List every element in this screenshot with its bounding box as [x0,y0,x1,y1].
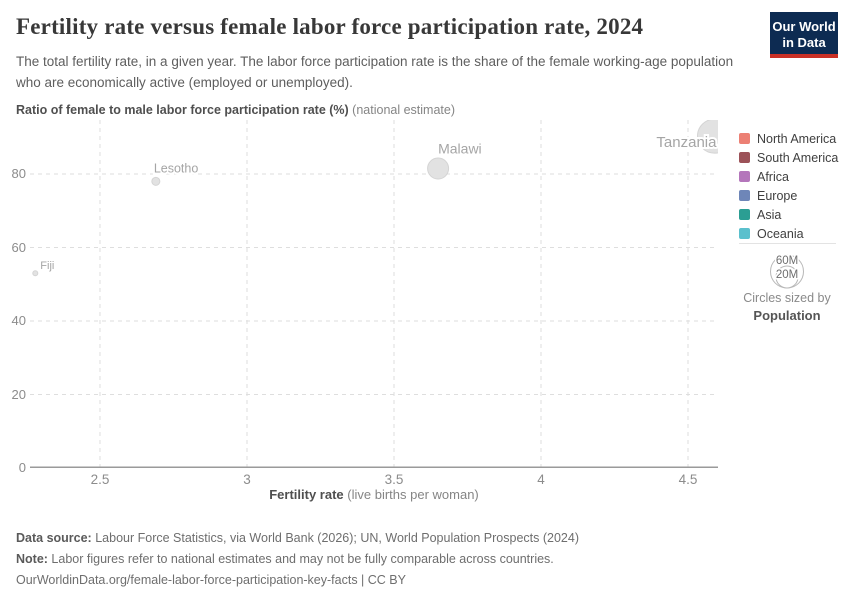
legend-swatch [739,190,750,201]
legend-label: Asia [757,207,782,222]
footer-note: Note: Labor figures refer to national es… [16,549,836,570]
x-tick-label: 4 [537,472,545,487]
footer-link: OurWorldinData.org/female-labor-force-pa… [16,573,406,587]
legend-item-south-america[interactable]: South America [739,148,839,167]
legend-label: North America [757,131,837,146]
size-legend-inner-circle [775,265,799,289]
logo-line1: Our World [772,19,836,34]
x-tick-label: 3.5 [384,472,404,487]
footer-data-source-label: Data source: [16,531,92,545]
owid-logo: Our World in Data [770,12,838,58]
y-axis-title: Ratio of female to male labor force part… [16,103,455,117]
legend-item-europe[interactable]: Europe [739,186,839,205]
continent-legend: North America South America Africa Europe As… [739,129,839,243]
legend-label: South America [757,150,839,165]
legend-item-asia[interactable]: Asia [739,205,839,224]
data-point-fiji[interactable] [32,270,39,277]
legend-label: Europe [757,188,798,203]
y-tick-label: 80 [11,166,26,182]
legend-swatch [739,133,750,144]
size-legend-caption-bold: Population [753,308,821,324]
footer-data-source-text: Labour Force Statistics, via World Bank … [91,531,579,545]
legend-swatch [739,228,750,239]
y-tick-label: 0 [18,460,26,475]
legend-divider [739,243,836,244]
footer-note-text: Labor figures refer to national estimate… [47,552,554,566]
legend-item-north-america[interactable]: North America [739,129,839,148]
y-axis-title-note: (national estimate) [348,103,456,117]
logo-line2: in Data [782,35,826,51]
chart-footer: Data source: Labour Force Statistics, vi… [16,528,836,591]
data-point-label-fiji: Fiji [40,260,54,272]
size-legend-caption: Circles sized by Population [731,290,843,325]
data-point-label-tanzania: Tanzania [656,134,717,151]
footer-note-label: Note: [16,552,48,566]
legend-item-oceania[interactable]: Oceania [739,224,839,243]
y-tick-label: 40 [11,313,26,328]
x-axis-title-note: (live births per woman) [343,487,479,502]
legend-label: Oceania [757,226,804,241]
x-tick-label: 3 [243,472,251,487]
legend-swatch [739,171,750,182]
y-tick-label: 20 [11,386,26,402]
size-legend-outer-label: 60M [776,255,798,267]
size-legend-caption-text: Circles sized by [743,291,831,305]
legend-label: Africa [757,169,789,184]
data-point-lesotho[interactable] [151,176,161,186]
x-tick-label: 4.5 [678,472,698,487]
size-legend-inner-label: 20M [776,269,798,281]
y-tick-label: 60 [11,239,26,255]
scatter-plot: Fiji Lesotho Malawi Tanzania [30,120,718,468]
chart-subtitle: The total fertility rate, in a given yea… [16,54,734,90]
footer-data-source: Data source: Labour Force Statistics, vi… [16,528,836,549]
legend-swatch [739,152,750,163]
data-point-malawi[interactable] [427,157,450,180]
x-axis-title: Fertility rate (live births per woman) [30,487,718,502]
legend-swatch [739,209,750,220]
data-point-label-malawi: Malawi [438,141,482,157]
x-tick-label: 2.5 [90,472,110,487]
data-point-tanzania[interactable] [696,120,718,154]
legend-item-africa[interactable]: Africa [739,167,839,186]
size-legend: 60M 20M [770,254,804,289]
x-axis-title-main: Fertility rate [269,487,344,502]
page-title: Fertility rate versus female labor force… [16,14,644,39]
y-axis-title-main: Ratio of female to male labor force part… [16,103,349,117]
data-point-label-lesotho: Lesotho [154,161,199,175]
